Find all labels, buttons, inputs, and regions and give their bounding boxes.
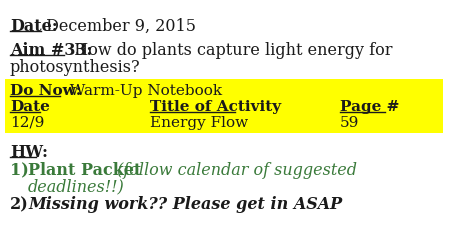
Text: Date: Date	[10, 100, 50, 114]
Text: photosynthesis?: photosynthesis?	[10, 59, 140, 76]
Text: Missing work?? Please get in ASAP: Missing work?? Please get in ASAP	[28, 195, 342, 212]
Text: How do plants capture light energy for: How do plants capture light energy for	[64, 42, 392, 59]
Text: (follow calendar of suggested: (follow calendar of suggested	[112, 161, 357, 178]
Text: Do Now:: Do Now:	[10, 84, 81, 98]
Text: deadlines!!): deadlines!!)	[28, 177, 125, 194]
Text: Warm-Up Notebook: Warm-Up Notebook	[60, 84, 222, 98]
Text: Energy Flow: Energy Flow	[150, 115, 248, 130]
Text: Title of Activity: Title of Activity	[150, 100, 281, 114]
Text: Aim #33:: Aim #33:	[10, 42, 92, 59]
Text: Page #: Page #	[340, 100, 400, 114]
Text: 2): 2)	[10, 195, 29, 212]
Text: Date:: Date:	[10, 18, 58, 35]
Text: 1): 1)	[10, 161, 29, 178]
Text: 59: 59	[340, 115, 360, 130]
FancyBboxPatch shape	[5, 80, 443, 134]
Text: December 9, 2015: December 9, 2015	[41, 18, 196, 35]
Text: HW:: HW:	[10, 143, 48, 160]
Text: Plant Packet: Plant Packet	[28, 161, 141, 178]
Text: 12/9: 12/9	[10, 115, 45, 130]
